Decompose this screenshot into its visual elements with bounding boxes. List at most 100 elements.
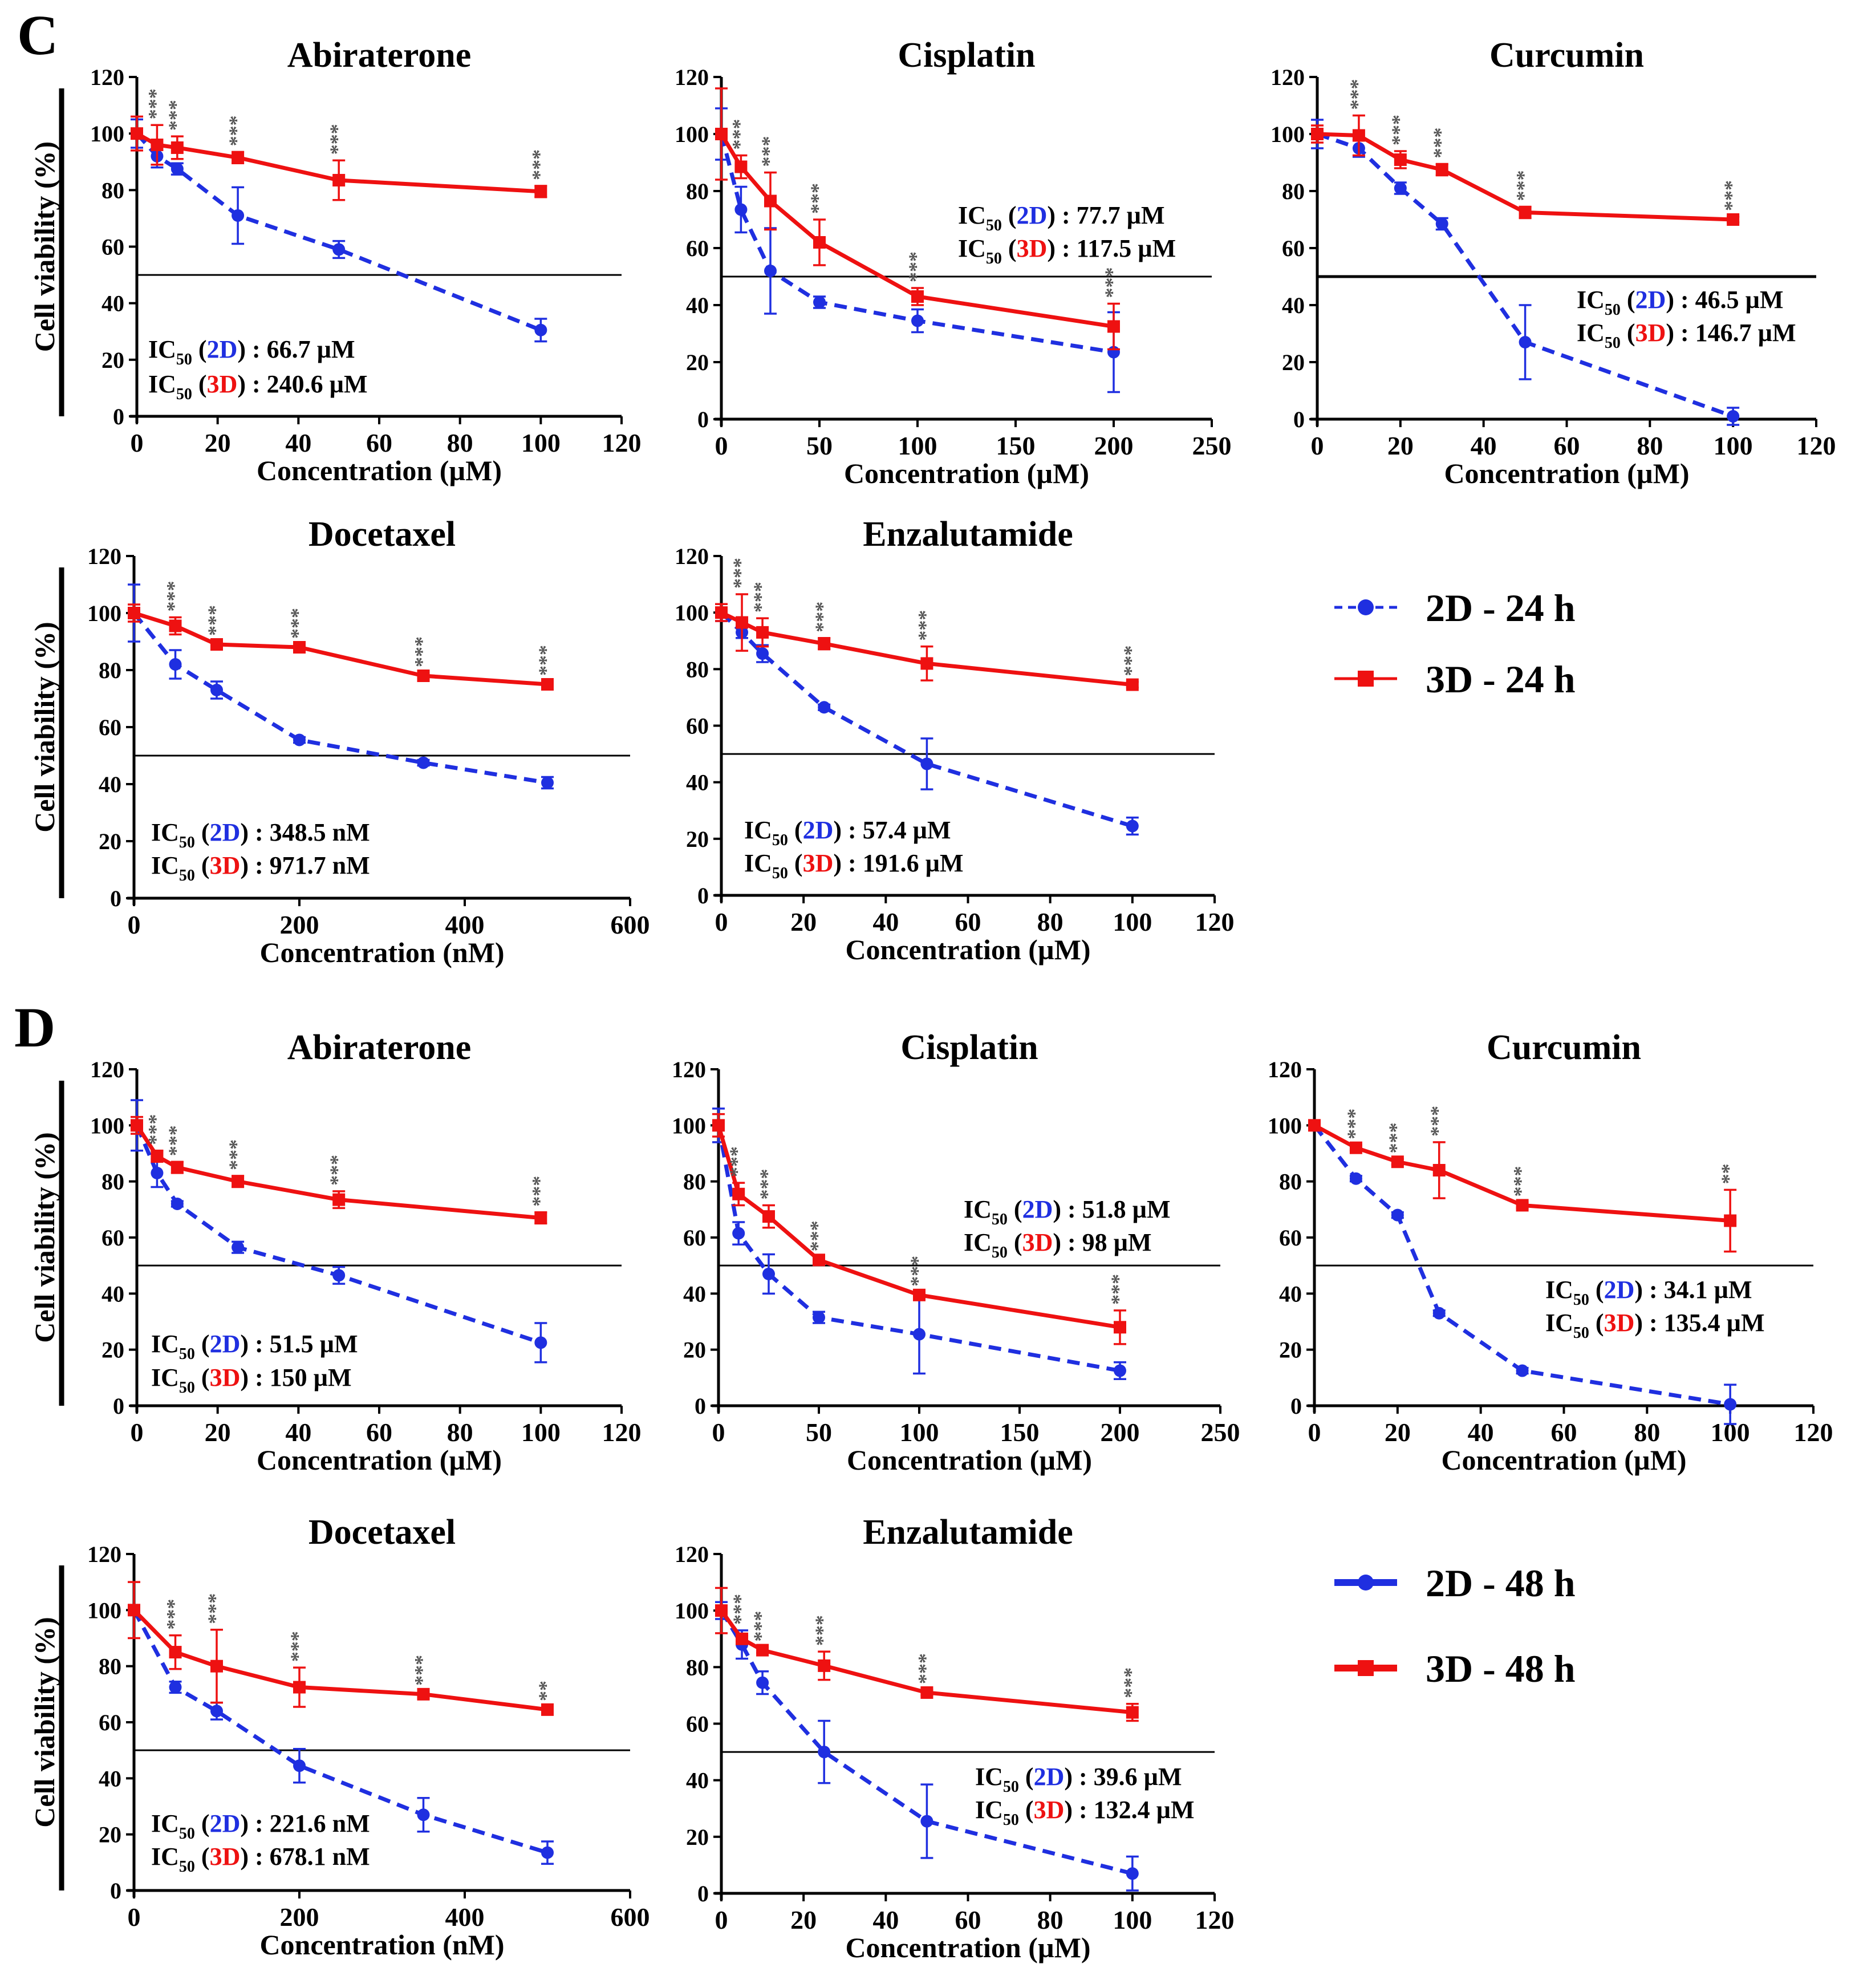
- y-tick-label: 40: [99, 1766, 121, 1791]
- ic50-annotation: IC50 (2D) : 348.5 nM: [151, 818, 370, 851]
- significance-marker: ***: [757, 136, 780, 167]
- series-2d: [1311, 119, 1740, 426]
- series-3d: [715, 1587, 1139, 1722]
- y-tick-label: 120: [1270, 64, 1305, 90]
- data-point: [1114, 1364, 1126, 1377]
- data-point: [1394, 182, 1407, 194]
- series-line: [716, 1125, 1121, 1329]
- significance-marker: ***: [904, 251, 927, 282]
- x-tick-label: 150: [1000, 1418, 1040, 1447]
- y-tick-label: 0: [110, 886, 121, 911]
- chart-d-enzalutamide: EnzalutamideCell viability (%)0204060801…: [675, 1513, 1235, 1963]
- data-point: [128, 1604, 140, 1617]
- data-point: [534, 1336, 547, 1349]
- chart-title: Curcumin: [1489, 36, 1644, 75]
- data-point: [232, 209, 245, 222]
- panel-label-d: D: [14, 996, 55, 1059]
- y-tick-label: 120: [1268, 1057, 1302, 1082]
- data-point: [534, 323, 547, 336]
- y-tick-label: 60: [1282, 236, 1305, 261]
- data-point: [151, 1166, 164, 1179]
- data-point: [210, 684, 223, 696]
- significance-marker: ***: [163, 581, 185, 612]
- y-tick-label: 60: [99, 1710, 121, 1735]
- x-tick-label: 100: [898, 431, 937, 460]
- y-tick-label: 120: [675, 64, 709, 90]
- x-tick-label: 60: [366, 1418, 392, 1447]
- y-tick-label: 60: [1279, 1225, 1302, 1251]
- ic50-value: 77.7 µM: [1077, 201, 1165, 229]
- legend-marker: [1358, 1660, 1374, 1676]
- significance-marker: ***: [144, 88, 167, 119]
- x-tick-label: 80: [1637, 431, 1663, 460]
- significance-marker: ***: [1101, 267, 1123, 298]
- ic50-annotation: IC50 (3D) : 135.4 µM: [1545, 1309, 1765, 1342]
- significance-marker: ***: [164, 1125, 187, 1156]
- y-tick-label: 120: [90, 1057, 124, 1082]
- ic50-value: 117.5 µM: [1077, 234, 1176, 262]
- data-point: [1724, 1214, 1737, 1227]
- ic50-model: 3D: [1034, 1796, 1065, 1824]
- significance-marker: ***: [811, 1615, 834, 1646]
- ic50-annotation: IC50 (3D) : 150 µM: [151, 1364, 352, 1397]
- x-tick-label: 0: [715, 1905, 728, 1934]
- significance-marker: ***: [728, 119, 750, 150]
- y-tick-label: 20: [99, 1822, 121, 1848]
- x-tick-label: 50: [806, 431, 833, 460]
- legend-marker: [1358, 1575, 1374, 1591]
- data-point: [210, 1660, 223, 1673]
- y-tick-label: 20: [102, 1337, 124, 1363]
- x-tick-label: 120: [602, 428, 642, 457]
- data-point: [818, 1659, 831, 1672]
- x-tick-label: 200: [280, 1902, 319, 1932]
- significance-marker: **: [1717, 1163, 1740, 1184]
- x-tick-label: 0: [715, 431, 728, 460]
- data-point: [131, 127, 143, 140]
- y-tick-label: 0: [697, 407, 709, 432]
- x-tick-label: 40: [1471, 431, 1497, 460]
- y-tick-label: 60: [99, 715, 121, 740]
- ic50-value: 678.1 nM: [270, 1843, 370, 1871]
- y-axis-label: Cell viability (%): [29, 622, 60, 832]
- y-tick-label: 60: [686, 1711, 709, 1737]
- series-line: [135, 1124, 542, 1345]
- data-point: [169, 619, 182, 632]
- significance-marker: ***: [914, 1653, 936, 1684]
- significance-marker: ***: [806, 1220, 829, 1251]
- data-point: [762, 1267, 775, 1280]
- x-tick-label: 60: [955, 1905, 981, 1934]
- ic50-model: 3D: [207, 370, 238, 398]
- ic50-model: 2D: [1034, 1763, 1065, 1791]
- significance-marker: ***: [749, 582, 772, 612]
- x-tick-label: 20: [1387, 431, 1414, 460]
- ic50-value: 39.6 µM: [1094, 1763, 1182, 1791]
- y-tick-label: 80: [686, 656, 709, 682]
- y-tick-label: 100: [90, 1113, 124, 1138]
- x-tick-label: 0: [1308, 1418, 1321, 1447]
- ic50-value: 348.5 nM: [270, 818, 370, 846]
- x-tick-label: 100: [521, 1418, 561, 1447]
- data-point: [715, 606, 728, 619]
- ic50-annotation: IC50 (2D) : 34.1 µM: [1545, 1276, 1752, 1309]
- chart-title: Docetaxel: [308, 515, 456, 554]
- data-point: [920, 757, 933, 770]
- data-point: [818, 1746, 831, 1759]
- data-point: [732, 1187, 745, 1200]
- significance-marker: ***: [1512, 171, 1535, 201]
- y-tick-label: 120: [672, 1057, 706, 1082]
- data-point: [1727, 410, 1740, 423]
- ic50-value: 146.7 µM: [1695, 319, 1796, 347]
- y-tick-label: 80: [1282, 178, 1305, 204]
- ic50-value: 135.4 µM: [1664, 1309, 1765, 1337]
- chart-d-docetaxel: Docetaxel Cell viability (%) 0 20 40 60 80 100 1…: [29, 1513, 650, 1961]
- significance-marker: ***: [914, 610, 936, 641]
- data-point: [1349, 1172, 1362, 1185]
- data-point: [911, 314, 924, 327]
- significance-marker: ***: [1387, 115, 1410, 145]
- data-point: [332, 1269, 346, 1282]
- y-tick-label: 120: [675, 543, 709, 569]
- significance-marker: ***: [1119, 1668, 1142, 1698]
- series-2d: [131, 1099, 547, 1364]
- x-tick-label: 80: [447, 428, 473, 457]
- series-line: [720, 611, 1133, 828]
